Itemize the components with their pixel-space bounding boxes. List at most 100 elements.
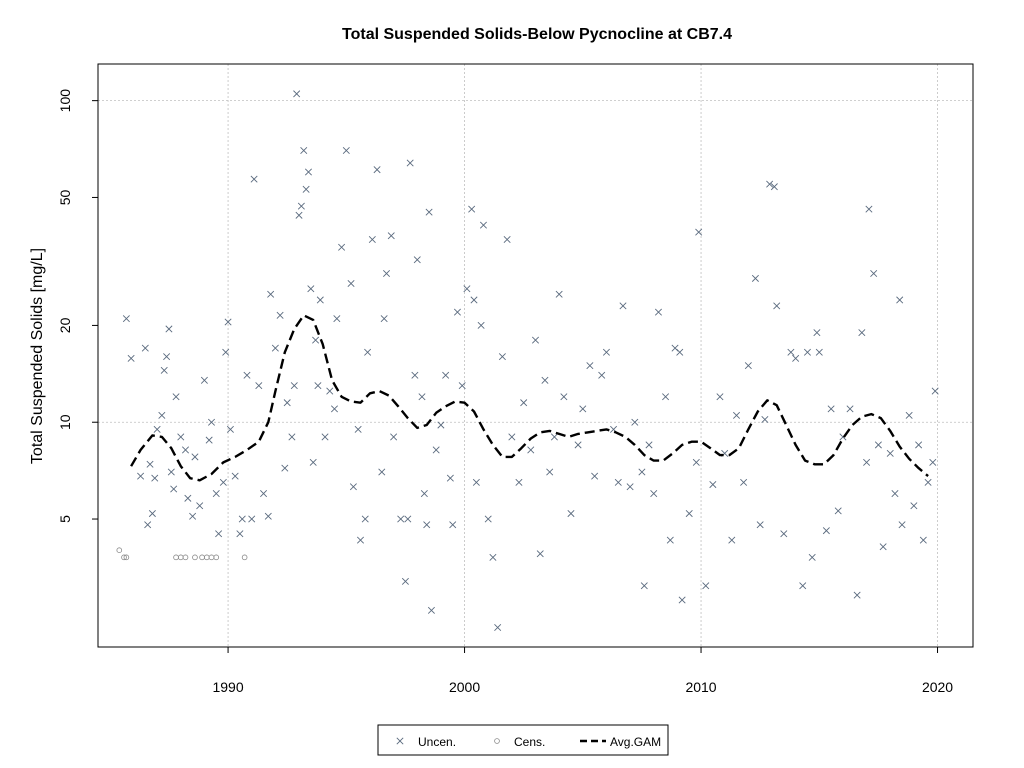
uncensored-point [886,449,894,457]
legend-gam-label: Avg.GAM [610,735,661,749]
uncensored-point [295,211,303,219]
uncensored-point [432,446,440,454]
uncensored-point [427,606,435,614]
uncensored-point [276,311,284,319]
uncensored-point [215,530,223,538]
censored-point [192,554,198,561]
grid-lines [98,64,973,647]
uncensored-point [380,315,388,323]
censored-point [203,554,210,561]
uncensored-point [799,582,807,590]
uncensored-point [361,515,369,523]
uncensored-point [662,393,670,401]
uncensored-point [598,371,606,379]
uncensored-point [813,329,821,337]
x-tick-label: 2020 [922,679,953,695]
uncensored-point [146,460,154,468]
uncensored-point [219,478,227,486]
uncensored-point [638,468,646,476]
uncensored-point [378,468,386,476]
uncensored-point [309,458,317,466]
uncensored-point [368,235,376,244]
uncensored-point [267,290,275,298]
uncensored-point [858,329,866,337]
uncensored-point [236,530,244,538]
uncensored-point [290,382,298,390]
uncensored-point [212,490,220,498]
uncensored-point [338,243,346,251]
uncensored-point [692,458,700,466]
uncensored-point [373,166,381,174]
uncensored-point [170,485,178,493]
uncensored-point [520,399,528,407]
uncensored-point [151,474,159,482]
uncensored-point [619,302,627,310]
uncensored-point [288,433,296,441]
uncensored-point [264,512,272,520]
uncensored-point [446,474,454,482]
uncensored-point [579,405,587,413]
uncensored-point [297,202,305,210]
uncensored-point [243,371,251,379]
uncensored-point [224,318,232,326]
uncensored-point [716,393,724,401]
x-tick-label: 2000 [449,679,480,695]
uncensored-point [503,235,511,244]
censored-point [173,554,179,561]
uncensored-point [163,353,171,361]
uncensored-point [390,433,398,441]
uncensored-point [333,315,341,323]
uncensored-point [238,515,246,523]
uncensored-point [196,502,204,510]
legend-items: Uncen. Cens. Avg.GAM [396,735,661,749]
uncensored-point [891,490,899,498]
legend-uncensored-label: Uncen. [418,735,456,749]
uncensored-point [477,321,485,329]
uncensored-point [191,453,199,461]
y-tick-label: 50 [57,189,73,205]
uncensored-point [567,510,575,518]
uncensored-point [766,180,774,188]
uncensored-point [442,371,450,379]
uncensored-point [356,536,365,544]
uncensored-point [666,536,674,544]
uncensored-point [401,577,409,585]
uncensored-point [695,228,703,236]
uncensored-point [160,366,168,374]
legend-censored-label: Cens. [514,735,545,749]
plot-area-frame [97,63,974,648]
uncensored-point [874,441,882,449]
uncensored-point [879,543,887,551]
uncensored-point [931,387,939,395]
uncensored-point [919,536,927,544]
uncensored-point [354,425,362,433]
uncensored-point [281,464,289,472]
legend-censored-marker [494,738,500,744]
uncensored-point [678,596,686,604]
uncensored-point [602,348,610,356]
uncensored-point [709,481,717,489]
uncensored-point [283,399,291,407]
uncensored-point [453,308,461,316]
uncensored-point [870,270,878,278]
uncensored-point [300,146,308,154]
uncensored-point [437,421,445,429]
uncensored-point [489,553,497,561]
uncensored-point [863,458,871,466]
uncensored-point [650,490,658,498]
y-tick-label: 10 [57,414,73,430]
uncensored-point [177,433,185,441]
uncensored-point [574,441,582,449]
uncensored-point [463,285,471,293]
uncensored-point [787,348,795,356]
censored-point [123,554,130,561]
uncensored-point [761,415,769,423]
uncensored-point [803,348,811,356]
uncensored-point [508,433,516,441]
uncensored-point [418,393,426,401]
uncensored-point [468,205,476,213]
uncensored-point [144,521,152,529]
uncensored-point [364,348,372,356]
uncensored-point [293,90,301,98]
